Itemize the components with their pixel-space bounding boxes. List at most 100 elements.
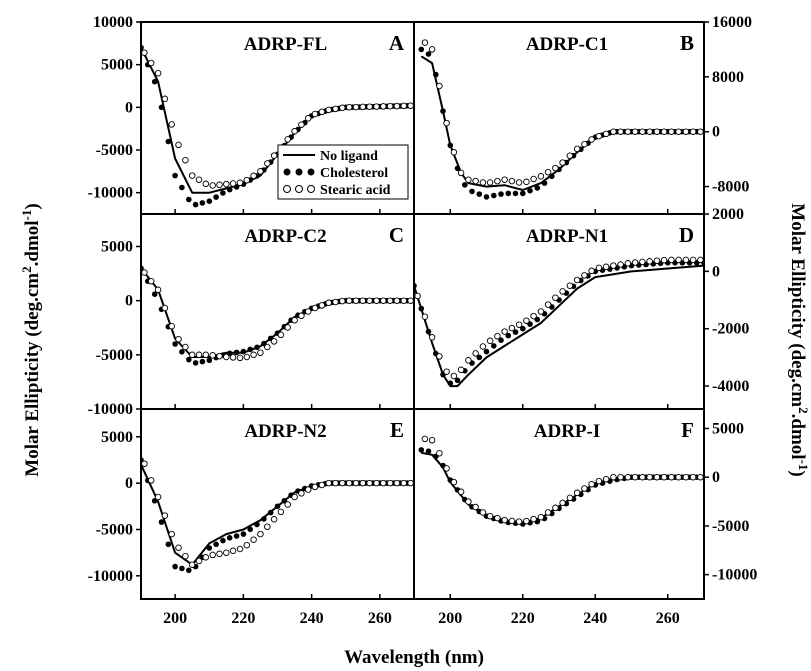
point-stearic-acid [345, 479, 353, 487]
point-cholesterol [226, 186, 233, 193]
point-stearic-acid [147, 59, 155, 67]
point-stearic-acid [610, 128, 617, 135]
point-cholesterol [179, 565, 185, 572]
point-stearic-acid [639, 473, 646, 481]
point-stearic-acid [602, 130, 610, 138]
x-axis-label: Wavelength (nm) [344, 647, 484, 668]
legend-label-stearic: Stearic acid [320, 183, 391, 198]
legend-filled-swatch [283, 168, 315, 176]
point-stearic-acid [243, 541, 251, 549]
point-stearic-acid [216, 550, 223, 558]
point-stearic-acid [639, 128, 646, 135]
point-stearic-acid [682, 256, 690, 264]
point-stearic-acid [318, 481, 326, 489]
point-stearic-acid [393, 297, 401, 304]
point-stearic-acid [359, 297, 367, 304]
point-stearic-acid [345, 103, 353, 111]
point-stearic-acid [284, 501, 291, 508]
y-label-left-sup2: -1 [19, 210, 34, 221]
point-cholesterol [549, 173, 555, 180]
y-tick-label: 5000 [712, 420, 744, 437]
point-cholesterol [433, 71, 439, 78]
point-cholesterol [512, 190, 519, 197]
point-stearic-acid [332, 298, 339, 306]
point-stearic-acid [530, 515, 537, 523]
series-layer [414, 256, 704, 388]
point-cholesterol [233, 349, 240, 356]
point-stearic-acid [393, 102, 401, 110]
point-stearic-acid [257, 530, 264, 538]
point-stearic-acid [209, 551, 216, 559]
point-stearic-acid [486, 512, 494, 520]
x-tick-label: 240 [300, 610, 324, 627]
point-cholesterol [447, 380, 454, 387]
point-cholesterol [192, 201, 199, 208]
point-stearic-acid [639, 258, 646, 266]
point-stearic-acid [400, 479, 408, 487]
point-stearic-acid [243, 353, 251, 361]
y-label-left-c: ) [22, 203, 43, 209]
point-stearic-acid [386, 297, 394, 304]
point-stearic-acid [188, 351, 196, 359]
point-stearic-acid [573, 276, 581, 284]
y-label-right-a: Molar Ellipticity (deg.cm [787, 203, 808, 407]
point-cholesterol [491, 343, 497, 349]
point-stearic-acid [400, 102, 408, 110]
point-stearic-acid [595, 264, 603, 272]
point-stearic-acid [359, 103, 367, 111]
point-cholesterol [483, 194, 490, 200]
panel-title: ADRP-N1 [526, 226, 608, 247]
point-cholesterol [520, 325, 526, 332]
point-stearic-acid [486, 179, 494, 186]
point-stearic-acid [270, 338, 278, 345]
point-stearic-acid [457, 488, 465, 496]
point-stearic-acid [624, 128, 632, 135]
y-tick-label: 5000 [101, 239, 133, 256]
point-stearic-acid [675, 473, 682, 481]
point-stearic-acid [494, 177, 501, 185]
panel-letter: A [389, 31, 405, 55]
point-stearic-acid [660, 256, 668, 264]
point-stearic-acid [668, 256, 675, 264]
point-stearic-acid [544, 168, 552, 176]
point-stearic-acid [668, 128, 675, 135]
point-stearic-acid [154, 493, 162, 501]
point-stearic-acid [291, 316, 298, 324]
point-stearic-acid [646, 258, 653, 265]
point-stearic-acid [624, 473, 632, 481]
point-stearic-acid [188, 561, 196, 568]
point-stearic-acid [631, 473, 639, 481]
point-stearic-acid [393, 479, 401, 487]
point-stearic-acid [209, 182, 216, 189]
point-stearic-acid [523, 178, 530, 186]
y-tick-label: -5000 [96, 347, 133, 364]
series-layer [141, 265, 414, 366]
point-stearic-acid [209, 352, 216, 359]
y-axis-label-right: Molar Ellipticity (deg.cm2.dmol-1) [787, 203, 811, 476]
point-stearic-acid [479, 509, 487, 516]
point-cholesterol [534, 185, 541, 191]
point-stearic-acid [566, 152, 574, 159]
x-tick-label: 220 [511, 610, 535, 627]
y-tick-label: 10000 [93, 14, 133, 31]
point-stearic-acid [202, 351, 210, 359]
point-stearic-acid [147, 277, 155, 285]
point-stearic-acid [332, 105, 339, 113]
point-stearic-acid [617, 261, 624, 268]
point-stearic-acid [188, 172, 196, 179]
x-tick-label: 200 [163, 610, 187, 627]
y-tick-label: -10000 [88, 401, 133, 418]
point-stearic-acid [257, 168, 264, 175]
point-stearic-acid [202, 554, 210, 561]
point-stearic-acid [250, 351, 257, 359]
point-stearic-acid [537, 513, 545, 521]
y-tick-label: -5000 [96, 521, 133, 538]
point-stearic-acid [339, 479, 346, 487]
point-stearic-acid [154, 286, 162, 294]
y-tick-label: -5000 [96, 142, 133, 159]
point-stearic-acid [443, 119, 450, 127]
point-stearic-acid [689, 473, 697, 481]
x-tick-label: 200 [438, 610, 462, 627]
point-stearic-acid [386, 102, 394, 110]
